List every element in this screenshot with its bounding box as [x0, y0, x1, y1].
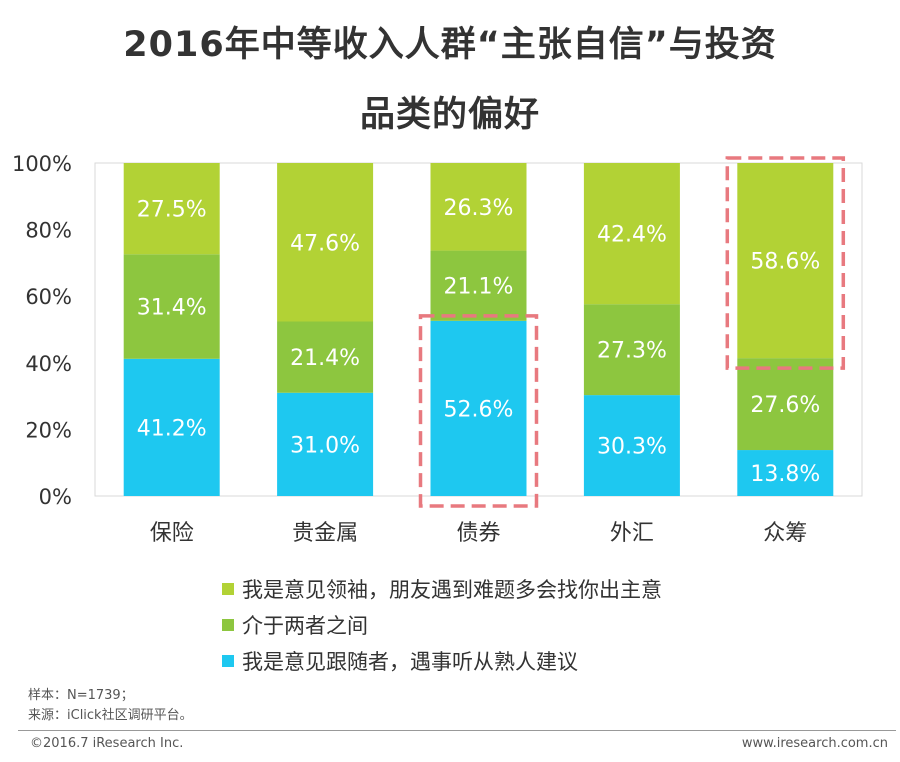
- data-label: 58.6%: [750, 250, 820, 275]
- data-label: 52.6%: [444, 397, 514, 422]
- highlight-box: [725, 156, 846, 370]
- bar-segment: [430, 250, 527, 321]
- data-label: 26.3%: [444, 196, 514, 221]
- legend-swatch-leader: [222, 583, 234, 595]
- legend-label-between: 介于两者之间: [242, 614, 368, 638]
- bar-segment: [123, 163, 220, 255]
- legend-item-between: 介于两者之间: [222, 610, 368, 640]
- legend-swatch-between: [222, 619, 234, 631]
- y-tick-label: 0%: [39, 485, 72, 509]
- legend-swatch-follower: [222, 655, 234, 667]
- bar-segment: [583, 304, 680, 396]
- bar-segment: [737, 358, 834, 451]
- y-tick-label: 20%: [25, 418, 72, 442]
- x-category-label: 贵金属: [292, 521, 358, 546]
- chart-title-line-2: 品类的偏好: [359, 95, 540, 135]
- data-label: 27.6%: [750, 393, 820, 418]
- footer-divider: [18, 730, 896, 731]
- bar-segment: [277, 163, 374, 322]
- y-tick-label: 60%: [25, 285, 72, 309]
- data-label: 47.6%: [290, 231, 360, 256]
- sample-note: 样本：N=1739；: [28, 688, 134, 703]
- data-label: 31.4%: [137, 296, 207, 321]
- data-label: 27.3%: [597, 339, 667, 364]
- bar-segment: [737, 450, 834, 496]
- legend-item-leader: 我是意见领袖，朋友遇到难题多会找你出主意: [222, 574, 662, 604]
- y-tick-label: 100%: [12, 152, 72, 176]
- bar-segment: [583, 395, 680, 496]
- bar-segment: [737, 163, 834, 359]
- data-label: 30.3%: [597, 435, 667, 460]
- bar-segment: [123, 254, 220, 359]
- data-label: 41.2%: [137, 416, 207, 441]
- bar-segment: [430, 163, 527, 251]
- data-label: 31.0%: [290, 433, 360, 458]
- highlight-box: [418, 314, 539, 508]
- bar-segment: [583, 163, 680, 305]
- website-link[interactable]: www.iresearch.com.cn: [741, 736, 888, 751]
- copyright-text: ©2016.7 iResearch Inc.: [30, 736, 184, 751]
- source-note: 来源：iClick社区调研平台。: [28, 708, 193, 723]
- bar-segment: [430, 320, 527, 496]
- bar-segment: [277, 321, 374, 393]
- stacked-bar-chart: 0% 20% 40% 60% 80% 100% 41.2% 31.4% 27.5% 保险 31.0%…: [12, 152, 863, 546]
- legend-item-follower: 我是意见跟随者，遇事听从熟人建议: [222, 646, 578, 676]
- y-tick-label: 80%: [25, 219, 72, 243]
- bar-segment: [123, 358, 220, 496]
- data-label: 21.1%: [444, 275, 514, 300]
- data-label: 13.8%: [750, 462, 820, 487]
- legend-label-leader: 我是意见领袖，朋友遇到难题多会找你出主意: [242, 578, 662, 602]
- data-label: 42.4%: [597, 223, 667, 248]
- y-tick-label: 40%: [25, 352, 72, 376]
- x-category-label: 众筹: [763, 521, 807, 546]
- chart-title-line-1: 2016年中等收入人群“主张自信”与投资: [123, 25, 777, 65]
- bar-segment: [277, 392, 374, 496]
- data-label: 21.4%: [290, 346, 360, 371]
- x-category-label: 债券: [456, 521, 500, 546]
- x-category-label: 外汇: [610, 521, 654, 546]
- x-category-label: 保险: [150, 521, 194, 546]
- legend-label-follower: 我是意见跟随者，遇事听从熟人建议: [242, 650, 578, 674]
- data-label: 27.5%: [137, 198, 207, 223]
